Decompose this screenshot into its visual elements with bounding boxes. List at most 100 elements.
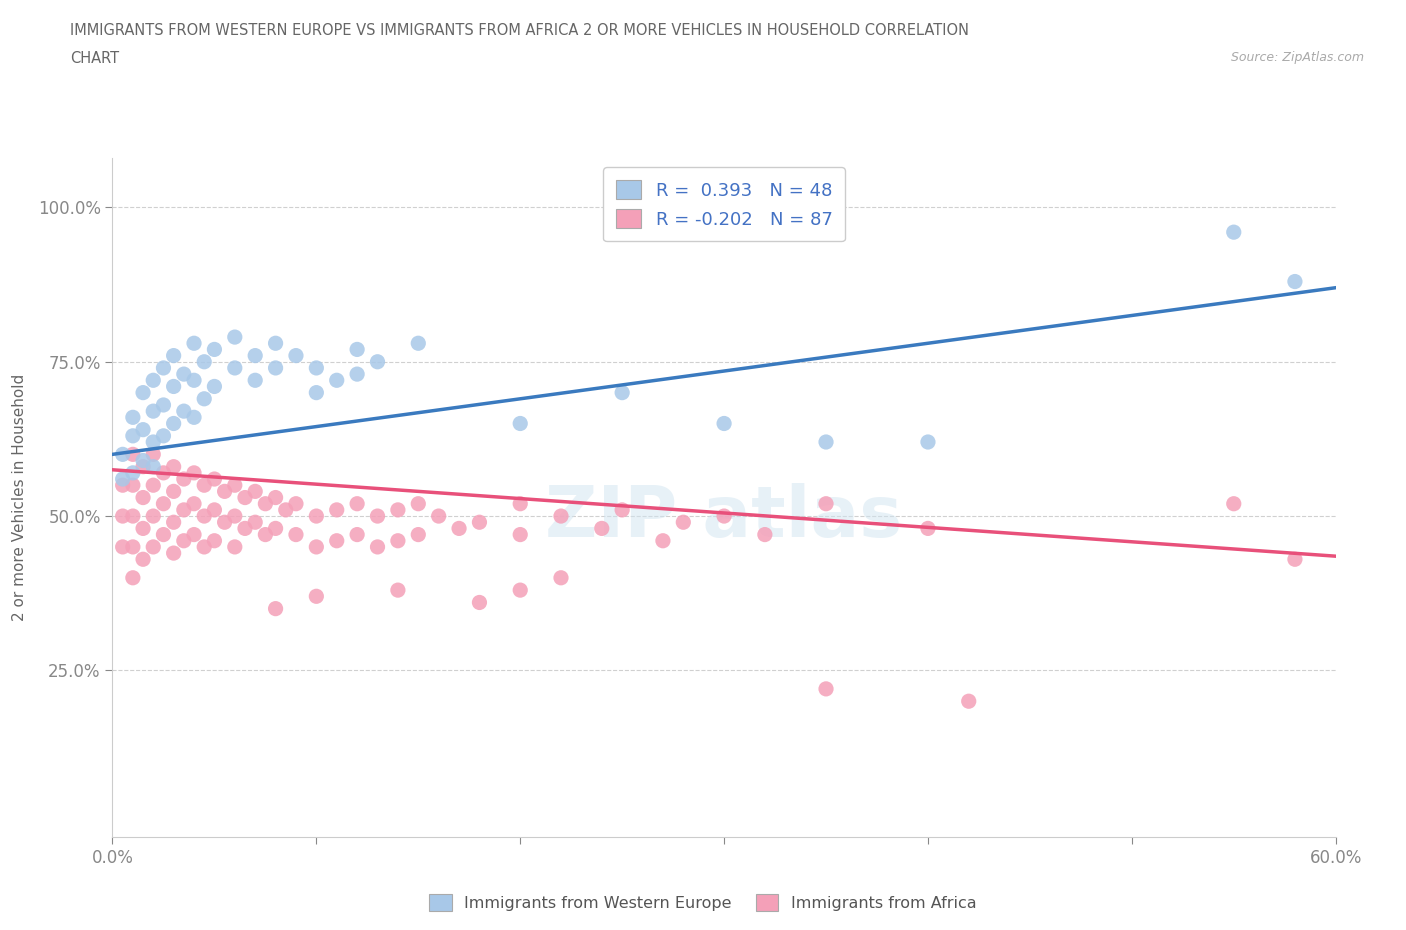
Point: [224, 329, 246, 344]
Point: [468, 595, 491, 610]
Point: [173, 502, 195, 517]
Point: [346, 527, 368, 542]
Point: [163, 546, 186, 561]
Point: [142, 509, 165, 524]
Point: [254, 497, 277, 512]
Point: [815, 682, 838, 697]
Point: [326, 533, 349, 548]
Point: [610, 385, 633, 400]
Point: [163, 515, 186, 530]
Point: [132, 422, 155, 437]
Point: [713, 416, 735, 431]
Point: [366, 354, 388, 369]
Point: [305, 509, 328, 524]
Point: [152, 465, 174, 480]
Point: [264, 336, 287, 351]
Point: [957, 694, 980, 709]
Point: [264, 361, 287, 376]
Point: [1284, 551, 1306, 566]
Point: [305, 361, 328, 376]
Point: [122, 570, 145, 585]
Point: [183, 465, 205, 480]
Point: [254, 527, 277, 542]
Point: [122, 478, 145, 493]
Point: [245, 348, 267, 363]
Point: [387, 502, 409, 517]
Point: [163, 459, 186, 474]
Point: [284, 527, 308, 542]
Point: [284, 348, 308, 363]
Point: [917, 434, 939, 449]
Point: [408, 527, 430, 542]
Point: [163, 416, 186, 431]
Point: [305, 539, 328, 554]
Text: CHART: CHART: [70, 51, 120, 66]
Point: [346, 366, 368, 381]
Point: [815, 434, 838, 449]
Point: [427, 509, 450, 524]
Point: [152, 361, 174, 376]
Point: [111, 539, 134, 554]
Point: [713, 509, 735, 524]
Point: [173, 404, 195, 418]
Point: [142, 478, 165, 493]
Point: [326, 373, 349, 388]
Point: [509, 527, 531, 542]
Point: [326, 502, 349, 517]
Point: [550, 509, 572, 524]
Point: [264, 490, 287, 505]
Legend: Immigrants from Western Europe, Immigrants from Africa: Immigrants from Western Europe, Immigran…: [423, 887, 983, 917]
Point: [152, 397, 174, 412]
Point: [142, 459, 165, 474]
Point: [142, 434, 165, 449]
Point: [122, 429, 145, 444]
Point: [152, 429, 174, 444]
Point: [346, 342, 368, 357]
Point: [233, 521, 256, 536]
Point: [224, 361, 246, 376]
Point: [387, 583, 409, 598]
Point: [233, 490, 256, 505]
Point: [550, 570, 572, 585]
Point: [204, 502, 226, 517]
Point: [163, 379, 186, 394]
Point: [224, 539, 246, 554]
Point: [173, 533, 195, 548]
Point: [163, 484, 186, 498]
Point: [193, 509, 215, 524]
Point: [274, 502, 297, 517]
Point: [193, 392, 215, 406]
Point: [204, 472, 226, 486]
Point: [122, 539, 145, 554]
Point: [183, 410, 205, 425]
Point: [408, 336, 430, 351]
Point: [142, 539, 165, 554]
Point: [509, 583, 531, 598]
Point: [366, 509, 388, 524]
Text: IMMIGRANTS FROM WESTERN EUROPE VS IMMIGRANTS FROM AFRICA 2 OR MORE VEHICLES IN H: IMMIGRANTS FROM WESTERN EUROPE VS IMMIGR…: [70, 23, 969, 38]
Point: [610, 502, 633, 517]
Point: [264, 601, 287, 616]
Point: [264, 521, 287, 536]
Point: [111, 509, 134, 524]
Point: [305, 589, 328, 604]
Point: [672, 515, 695, 530]
Point: [447, 521, 470, 536]
Y-axis label: 2 or more Vehicles in Household: 2 or more Vehicles in Household: [11, 374, 27, 621]
Point: [652, 533, 675, 548]
Point: [122, 447, 145, 462]
Point: [152, 497, 174, 512]
Point: [122, 465, 145, 480]
Point: [408, 497, 430, 512]
Point: [132, 453, 155, 468]
Point: [193, 478, 215, 493]
Point: [468, 515, 491, 530]
Point: [204, 379, 226, 394]
Point: [346, 497, 368, 512]
Point: [163, 348, 186, 363]
Point: [591, 521, 613, 536]
Point: [111, 472, 134, 486]
Point: [204, 533, 226, 548]
Point: [214, 484, 236, 498]
Point: [193, 354, 215, 369]
